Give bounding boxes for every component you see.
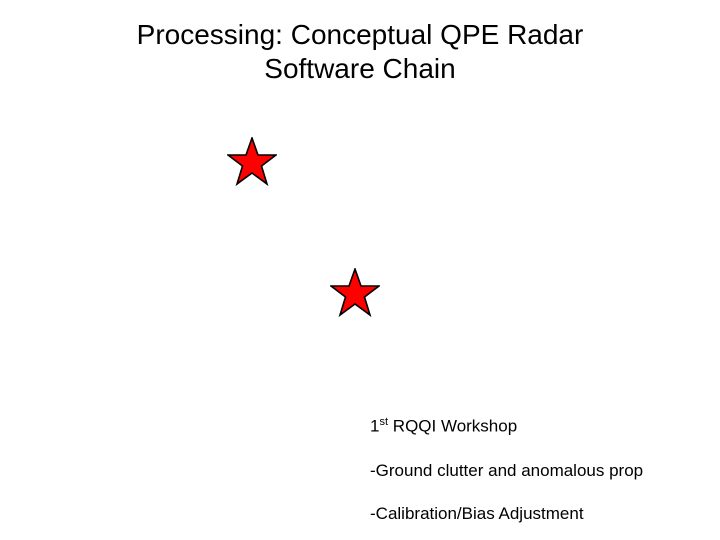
star-shape [331, 269, 379, 315]
footer-text-2: Ground clutter and anomalous prop [376, 461, 643, 480]
star-shape [228, 138, 276, 184]
slide-title: Processing: Conceptual QPE Radar Softwar… [50, 18, 670, 85]
star-icon [330, 268, 380, 318]
footer-line-1: 1st RQQI Workshop [370, 416, 517, 436]
title-line-1: Processing: Conceptual QPE Radar [137, 19, 584, 50]
footer-line-3: -Calibration/Bias Adjustment [370, 505, 584, 524]
star-icon [227, 137, 277, 187]
title-line-2: Software Chain [264, 53, 455, 84]
footer-text-1: RQQI Workshop [388, 417, 517, 436]
footer-line-2: -Ground clutter and anomalous prop [370, 462, 643, 481]
footer-text-3: Calibration/Bias Adjustment [376, 504, 584, 523]
ordinal-suffix: st [379, 416, 388, 428]
